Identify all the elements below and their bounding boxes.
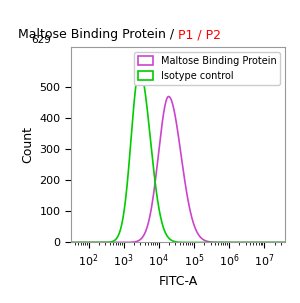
Y-axis label: Count: Count [21, 126, 34, 163]
Text: Maltose Binding Protein /: Maltose Binding Protein / [18, 28, 178, 41]
Text: 629: 629 [31, 35, 51, 45]
X-axis label: FITC-A: FITC-A [158, 275, 198, 288]
Text: P1 / P2: P1 / P2 [178, 28, 221, 41]
Legend: Maltose Binding Protein, Isotype control: Maltose Binding Protein, Isotype control [134, 52, 280, 85]
